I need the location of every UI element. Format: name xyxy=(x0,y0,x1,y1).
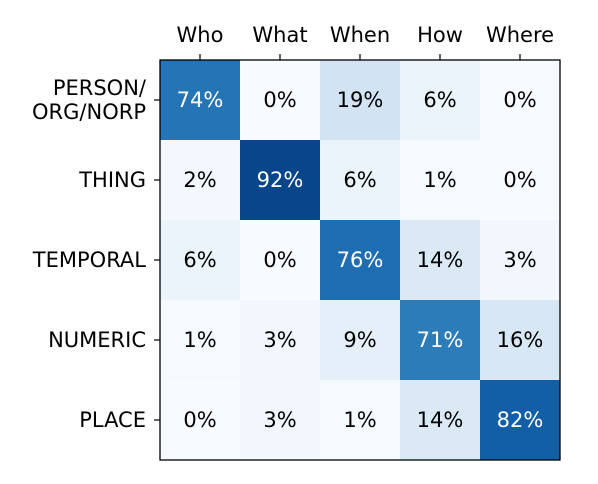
heatmap-cell xyxy=(240,300,321,381)
row-ticks: PERSON/ORG/NORP THING TEMPORAL NUMERIC PLACE xyxy=(32,76,160,432)
column-tick-label: Who xyxy=(177,23,224,47)
cell-value-label: 3% xyxy=(503,248,536,272)
row-tick-label: PLACE xyxy=(79,408,146,432)
heatmap-cell xyxy=(240,380,321,461)
cell-value-label: 71% xyxy=(417,328,464,352)
cell-value-label: 3% xyxy=(263,328,296,352)
column-tick-label: What xyxy=(252,23,307,47)
cell-value-label: 6% xyxy=(423,88,456,112)
row-tick-label: NUMERIC xyxy=(48,328,146,352)
cell-value-label: 9% xyxy=(343,328,376,352)
heatmap-cell xyxy=(400,300,481,381)
heatmap-cell xyxy=(400,140,481,221)
cell-value-label: 14% xyxy=(417,408,464,432)
heatmap-cell xyxy=(400,220,481,301)
heatmap-cell xyxy=(480,140,561,221)
heatmap-cell-labels: 74% 0% 19% 6% 0% 2% 92% 6% 1% 0% 6% 0% 76% 14% 3% 1% 3% 9… xyxy=(177,88,544,432)
heatmap-cell xyxy=(160,380,241,461)
cell-value-label: 16% xyxy=(497,328,544,352)
row-tick-label-line: ORG/NORP xyxy=(32,100,146,124)
heatmap-cell xyxy=(320,380,401,461)
heatmap-cell xyxy=(160,140,241,221)
heatmap-cells xyxy=(160,60,561,461)
row-tick-label-line: NUMERIC xyxy=(48,328,146,352)
cell-value-label: 0% xyxy=(263,88,296,112)
cell-value-label: 6% xyxy=(343,168,376,192)
cell-value-label: 1% xyxy=(423,168,456,192)
row-tick-label-line: PERSON/ xyxy=(53,76,147,100)
heatmap-cell xyxy=(240,220,321,301)
column-ticks: Who What When How Where xyxy=(177,23,554,60)
row-tick-label-line: THING xyxy=(78,168,146,192)
heatmap-cell xyxy=(480,300,561,381)
cell-value-label: 19% xyxy=(337,88,384,112)
cell-value-label: 92% xyxy=(257,168,304,192)
cell-value-label: 0% xyxy=(183,408,216,432)
cell-value-label: 74% xyxy=(177,88,224,112)
heatmap-cell xyxy=(160,220,241,301)
heatmap-cell xyxy=(480,380,561,461)
heatmap-cell xyxy=(160,300,241,381)
cell-value-label: 1% xyxy=(183,328,216,352)
cell-value-label: 76% xyxy=(337,248,384,272)
heatmap-cell xyxy=(480,220,561,301)
heatmap-cell xyxy=(240,140,321,221)
heatmap-cell xyxy=(320,300,401,381)
heatmap-cell xyxy=(400,380,481,461)
heatmap-cell xyxy=(320,220,401,301)
heatmap-cell xyxy=(160,60,241,141)
column-tick-label: How xyxy=(417,23,463,47)
cell-value-label: 82% xyxy=(497,408,544,432)
column-tick-label: When xyxy=(330,23,390,47)
cell-value-label: 0% xyxy=(263,248,296,272)
heatmap-cell xyxy=(320,140,401,221)
heatmap-cell xyxy=(320,60,401,141)
cell-value-label: 14% xyxy=(417,248,464,272)
row-tick-label-line: TEMPORAL xyxy=(32,248,147,272)
cell-value-label: 0% xyxy=(503,168,536,192)
column-tick-label: Where xyxy=(486,23,554,47)
cell-value-label: 2% xyxy=(183,168,216,192)
row-tick-label-line: PLACE xyxy=(79,408,146,432)
cell-value-label: 6% xyxy=(183,248,216,272)
cell-value-label: 3% xyxy=(263,408,296,432)
row-tick-label: THING xyxy=(78,168,146,192)
heatmap-cell xyxy=(480,60,561,141)
cell-value-label: 1% xyxy=(343,408,376,432)
cell-value-label: 0% xyxy=(503,88,536,112)
row-tick-label: TEMPORAL xyxy=(32,248,147,272)
heatmap-cell xyxy=(240,60,321,141)
heatmap-cell xyxy=(400,60,481,141)
row-tick-label: PERSON/ORG/NORP xyxy=(32,76,147,124)
